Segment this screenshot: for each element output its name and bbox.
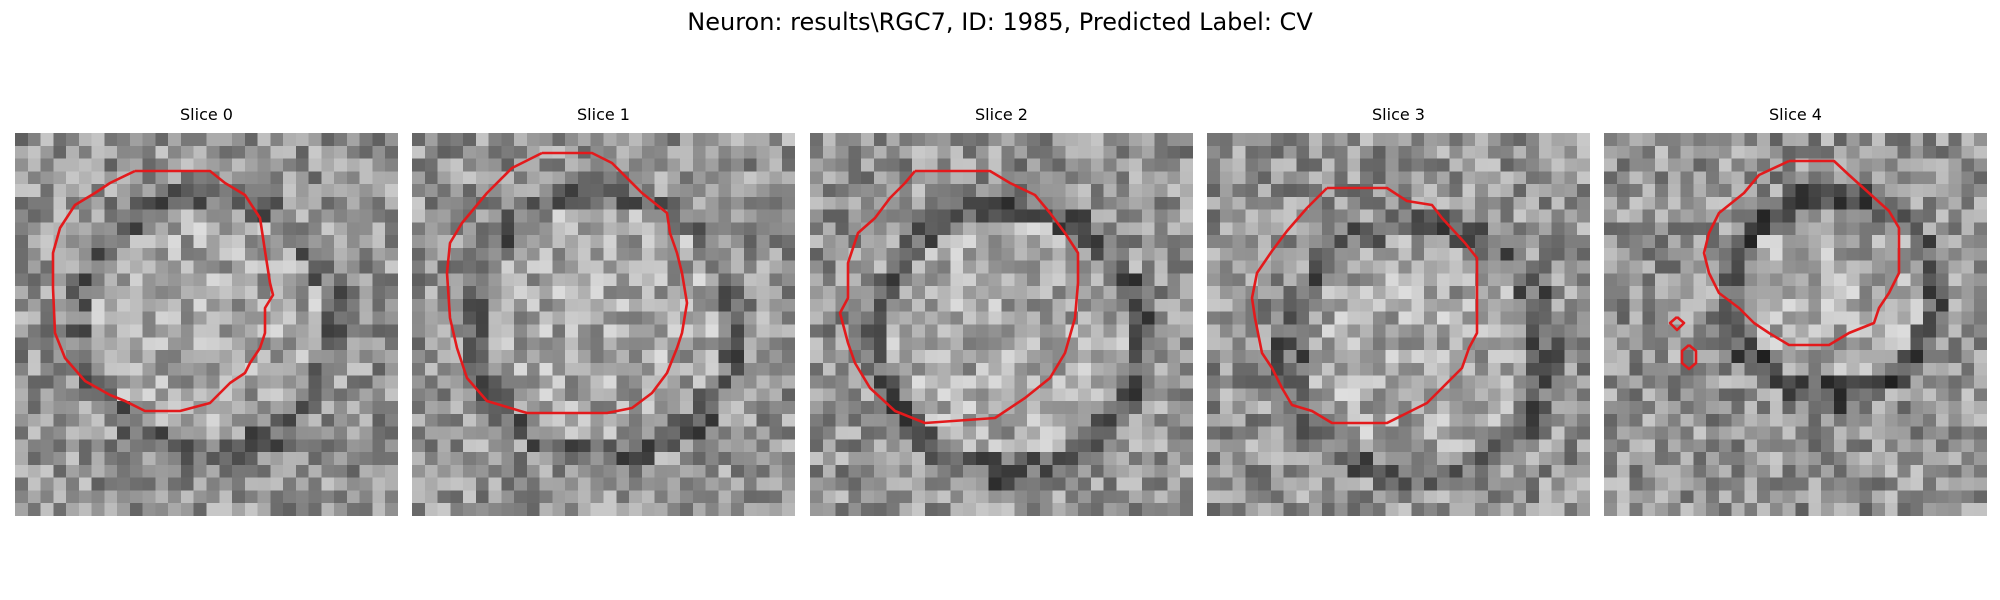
slice-title-3: Slice 3 [1372,105,1425,124]
slice-image-2 [810,133,1193,516]
slice-title-2: Slice 2 [975,105,1028,124]
slice-canvas-2 [810,133,1193,516]
pixel-grid [15,133,398,516]
slice-canvas-3 [1207,133,1590,516]
slice-image-1 [412,133,795,516]
cell-contour [1250,186,1479,425]
cell-contour-fragment-1 [1680,344,1698,371]
slice-title-1: Slice 1 [577,105,630,124]
cell-contour [838,169,1080,425]
pixel-grid [810,133,1193,516]
slice-image-4 [1604,133,1987,516]
slice-image-3 [1207,133,1590,516]
cell-contour [51,169,275,413]
pixel-grid [412,133,795,516]
slice-canvas-1 [412,133,795,516]
pixel-grid [1604,133,1987,516]
slice-title-4: Slice 4 [1769,105,1822,124]
slice-image-0 [15,133,398,516]
cell-contour [1702,159,1901,347]
figure-title: Neuron: results\RGC7, ID: 1985, Predicte… [687,8,1313,36]
slice-canvas-0 [15,133,398,516]
cell-contour [445,151,689,415]
pixel-grid [1207,133,1590,516]
slice-title-0: Slice 0 [180,105,233,124]
cell-contour-fragment-0 [1668,316,1686,332]
slice-canvas-4 [1604,133,1987,516]
